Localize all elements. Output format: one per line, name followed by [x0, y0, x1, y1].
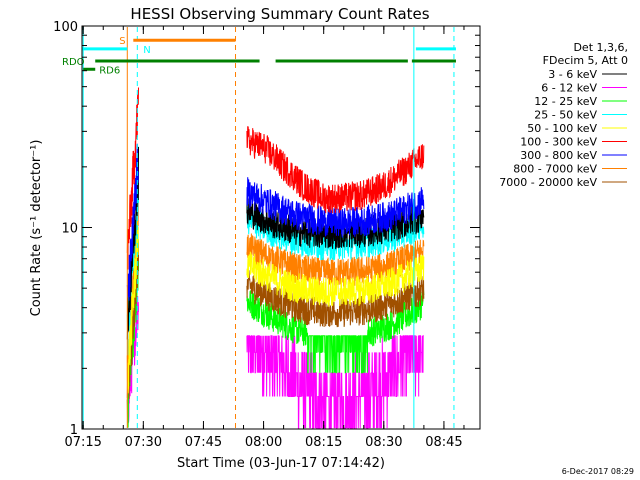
series-50-100-kev [126, 219, 425, 394]
flag-layer: S N RDO RD6 [62, 36, 456, 76]
series-300-800-kev [126, 143, 425, 301]
legend-entry-label: 25 - 50 keV [534, 109, 597, 122]
x-tick-label: 08:15 [305, 435, 342, 450]
series-line-12-25-kev [246, 289, 425, 374]
chart-title: HESSI Observing Summary Count Rates [130, 5, 429, 23]
legend-entry-label: 300 - 800 keV [520, 149, 597, 162]
x-axis-label: Start Time (03-Jun-17 07:14:42) [177, 456, 385, 471]
x-tick-label: 08:45 [425, 435, 462, 450]
flag-rdo: RDO [62, 57, 456, 68]
flag-label-s: S [119, 36, 125, 47]
y-tick-label: 10 [61, 222, 78, 237]
flag-rd6: RD6 [83, 65, 120, 76]
y-axis-label: Count Rate (s⁻¹ detector⁻¹) [29, 140, 44, 317]
legend-entry-label: 3 - 6 keV [548, 68, 597, 81]
series-line-300-800-kev [246, 177, 425, 238]
series-100-300-kev [126, 87, 425, 270]
legend-entry-label: 50 - 100 keV [527, 122, 597, 135]
series-line-6-12-kev [246, 335, 424, 429]
footer-timestamp: 6-Dec-2017 08:29 [562, 467, 634, 476]
y-tick-label: 1 [70, 423, 78, 438]
x-axis: 07:15 07:30 07:45 08:00 08:15 08:30 08:45 [64, 26, 465, 450]
x-tick-label: 08:00 [245, 435, 282, 450]
y-tick-label: 100 [53, 20, 78, 35]
flag-n: N [82, 45, 456, 56]
series-line-7000-20000-kev [246, 270, 425, 328]
flag-s: S [119, 36, 236, 47]
y-axis: 1 10 100 [53, 20, 480, 438]
series-line-3-6-kev [246, 198, 425, 250]
series-ramp-300-800-kev [126, 143, 139, 301]
legend-entry-label: 6 - 12 keV [541, 82, 597, 95]
flag-label-rd6: RD6 [99, 65, 120, 76]
series-ramp-100-300-kev [126, 87, 139, 270]
legend-entry-label: 12 - 25 keV [534, 95, 597, 108]
x-tick-label: 07:30 [125, 435, 162, 450]
legend-entry-label: 800 - 7000 keV [513, 163, 597, 176]
series-line-50-100-kev [246, 251, 425, 307]
flag-label-rdo: RDO [62, 57, 85, 68]
x-tick-label: 07:45 [185, 435, 222, 450]
legend-entry-label: 7000 - 20000 keV [499, 176, 597, 189]
legend-entry-label: 100 - 300 keV [520, 136, 597, 149]
series-line-100-300-kev [246, 126, 425, 214]
x-tick-label: 08:30 [365, 435, 402, 450]
marker-layer [82, 27, 455, 428]
legend-header-line-1: Det 1,3,6, [573, 41, 628, 54]
series-ramp-50-100-kev [126, 219, 139, 394]
flag-label-n: N [143, 45, 150, 56]
series-layer [126, 87, 425, 429]
legend-header-line-2: FDecim 5, Att 0 [543, 54, 628, 67]
x-tick-label: 07:15 [64, 435, 101, 450]
